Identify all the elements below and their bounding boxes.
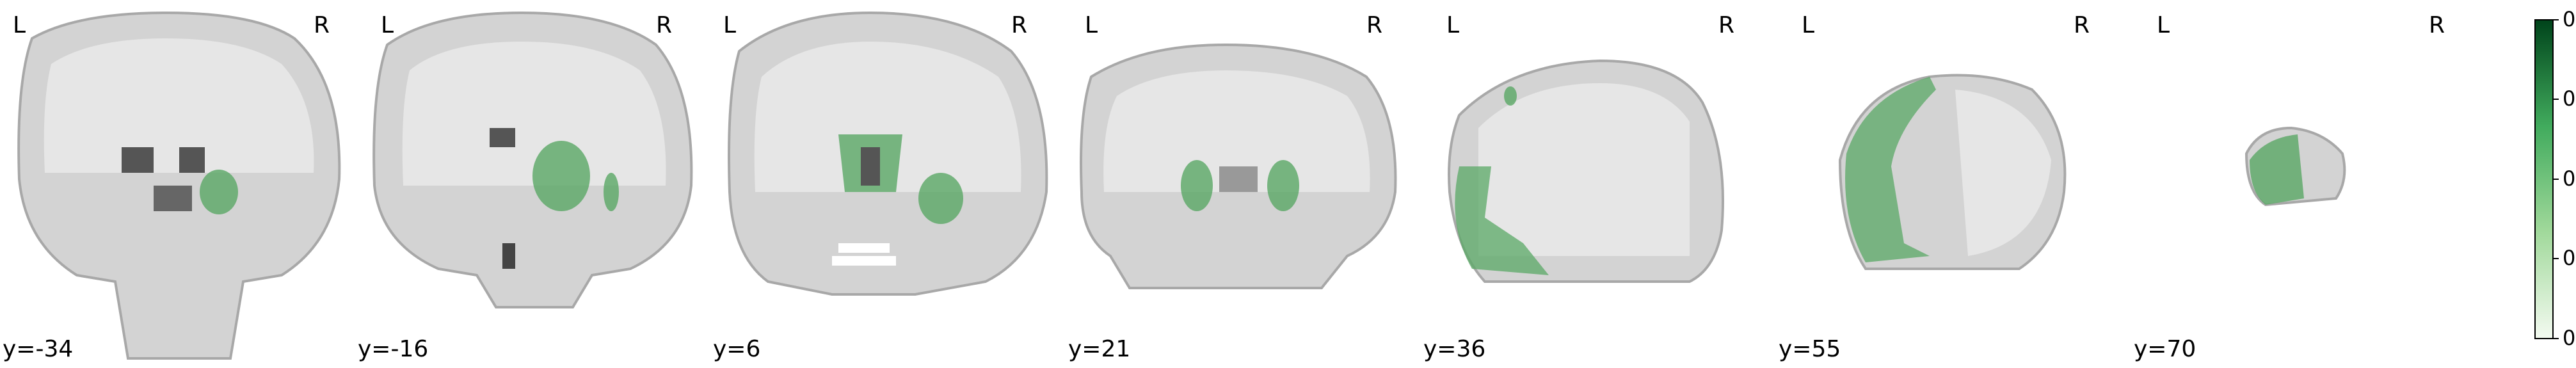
slice-panel-3: L R y=6: [710, 0, 1066, 368]
slice-coordinate: y=6: [713, 336, 761, 362]
right-orientation-label: R: [1011, 12, 1028, 38]
colorbar: 0.4 0.3 0.2 0.1 0: [2534, 9, 2576, 352]
brain-slice-image: [1080, 43, 1397, 289]
right-orientation-label: R: [656, 12, 673, 38]
brain-slice-image: [1838, 74, 2067, 270]
left-orientation-label: L: [2157, 12, 2170, 38]
right-orientation-label: R: [2074, 12, 2090, 38]
slice-coordinate: y=55: [1779, 336, 1841, 362]
left-orientation-label: L: [1446, 12, 1460, 38]
right-orientation-label: R: [1366, 12, 1383, 38]
slice-coordinate: y=36: [1423, 336, 1486, 362]
right-orientation-label: R: [2429, 12, 2445, 38]
slice-panel-1: L R y=-34: [0, 0, 355, 368]
colorbar-tick: [2554, 338, 2559, 339]
slice-panel-5: L R y=36: [1421, 0, 1776, 368]
slice-panel-4: R L y=21: [1066, 0, 1421, 368]
slice-panel-7: L R y=70: [2131, 0, 2486, 368]
brain-slice-image: [1448, 59, 1724, 283]
colorbar-gradient: [2534, 19, 2554, 339]
slice-coordinate: y=70: [2134, 336, 2196, 362]
left-orientation-label: L: [381, 12, 394, 38]
right-orientation-label: R: [314, 12, 330, 38]
slice-coordinate: y=-16: [358, 336, 429, 362]
right-orientation-label: R: [1718, 12, 1735, 38]
colorbar-tick: [2554, 258, 2559, 259]
left-orientation-label: L: [1085, 12, 1098, 38]
brain-slice-image: [2244, 126, 2346, 207]
colorbar-tick-label: 0: [2563, 326, 2576, 350]
colorbar-tick-label: 0.3: [2563, 86, 2576, 111]
colorbar-tick-label: 0.2: [2563, 166, 2576, 191]
left-orientation-label: L: [723, 12, 737, 38]
slice-coordinate: y=-34: [3, 336, 74, 362]
colorbar-tick-label: 0.1: [2563, 246, 2576, 270]
left-orientation-label: L: [13, 12, 26, 38]
left-orientation-label: L: [1802, 12, 1815, 38]
colorbar-tick: [2554, 99, 2559, 100]
slice-panel-6: L R y=55: [1776, 0, 2131, 368]
brain-slice-image: [17, 11, 341, 360]
colorbar-tick: [2554, 19, 2559, 20]
slice-panel-2: L R y=-16: [355, 0, 710, 368]
colorbar-tick-label: 0.4: [2563, 7, 2576, 31]
brain-slice-image: [372, 11, 693, 308]
colorbar-tick: [2554, 179, 2559, 180]
brain-slice-image: [728, 11, 1048, 296]
slice-coordinate: y=21: [1068, 336, 1131, 362]
